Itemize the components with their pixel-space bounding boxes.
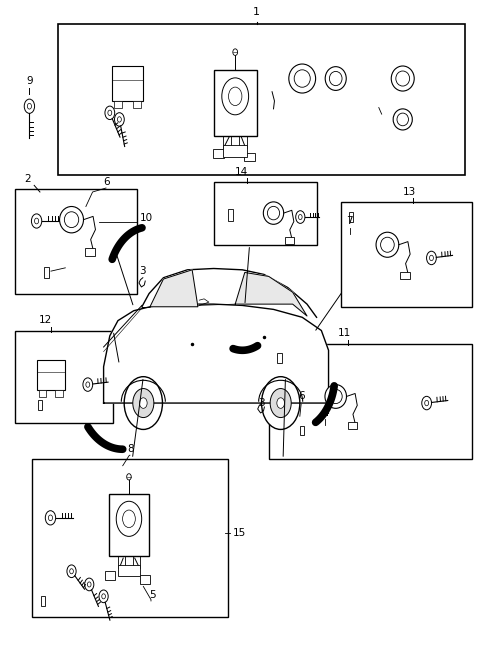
Circle shape [228,87,242,106]
Bar [112,65,144,100]
Text: 12: 12 [39,315,52,325]
Bar [32,459,228,617]
Ellipse shape [325,67,346,91]
Bar [213,149,224,157]
Circle shape [262,377,300,430]
Bar [85,248,96,256]
Text: 13: 13 [403,186,416,196]
Circle shape [222,78,249,115]
Bar [214,70,257,136]
Bar [348,212,353,222]
Bar [140,575,150,584]
Bar [41,596,45,605]
Circle shape [233,49,238,56]
Text: 8: 8 [128,444,134,454]
Circle shape [140,398,147,408]
Text: 7: 7 [346,216,353,226]
Ellipse shape [381,237,394,253]
Bar [228,209,233,221]
Bar [114,100,122,108]
Ellipse shape [267,206,280,220]
Text: 3: 3 [140,266,146,276]
Polygon shape [104,304,328,403]
Circle shape [270,389,291,418]
Bar [39,391,47,397]
Bar [108,494,149,557]
Ellipse shape [264,202,284,224]
Ellipse shape [325,385,347,408]
Bar [244,153,255,161]
Circle shape [122,510,135,527]
Bar [277,353,282,364]
Bar [214,182,317,245]
Bar [15,330,113,423]
Bar [15,188,137,294]
Bar [133,100,141,108]
Ellipse shape [289,64,316,93]
Text: 1: 1 [253,7,260,17]
Circle shape [277,398,285,408]
Bar [400,272,410,279]
Ellipse shape [376,232,399,257]
Bar [58,24,465,175]
Bar [118,565,140,576]
Bar [56,391,63,397]
Bar [223,145,247,157]
Bar [285,237,294,244]
Polygon shape [235,272,307,316]
Circle shape [124,377,162,430]
Circle shape [116,501,142,536]
Text: 14: 14 [235,167,249,176]
Polygon shape [150,270,198,307]
Text: 6: 6 [104,176,110,186]
Ellipse shape [396,71,409,86]
Text: 6: 6 [299,391,305,401]
Circle shape [133,389,154,418]
Bar [37,400,42,410]
Ellipse shape [393,109,412,130]
Ellipse shape [329,389,342,404]
Ellipse shape [391,66,414,91]
Text: 9: 9 [26,77,33,87]
Bar [300,426,304,436]
Bar [44,267,49,278]
Text: 10: 10 [140,213,153,223]
Ellipse shape [329,71,342,86]
Text: 11: 11 [338,329,351,338]
Ellipse shape [294,70,310,87]
Text: 5: 5 [149,590,156,600]
Ellipse shape [64,212,79,227]
Ellipse shape [397,113,408,126]
Text: 4: 4 [323,408,329,418]
Bar [348,422,357,429]
Bar [105,571,115,580]
Bar [340,202,472,307]
Text: 3: 3 [258,398,265,408]
Text: 2: 2 [24,174,31,184]
Bar [269,344,472,459]
Bar [37,360,65,391]
Circle shape [127,474,131,480]
Text: 15: 15 [233,528,246,538]
Ellipse shape [60,206,84,233]
